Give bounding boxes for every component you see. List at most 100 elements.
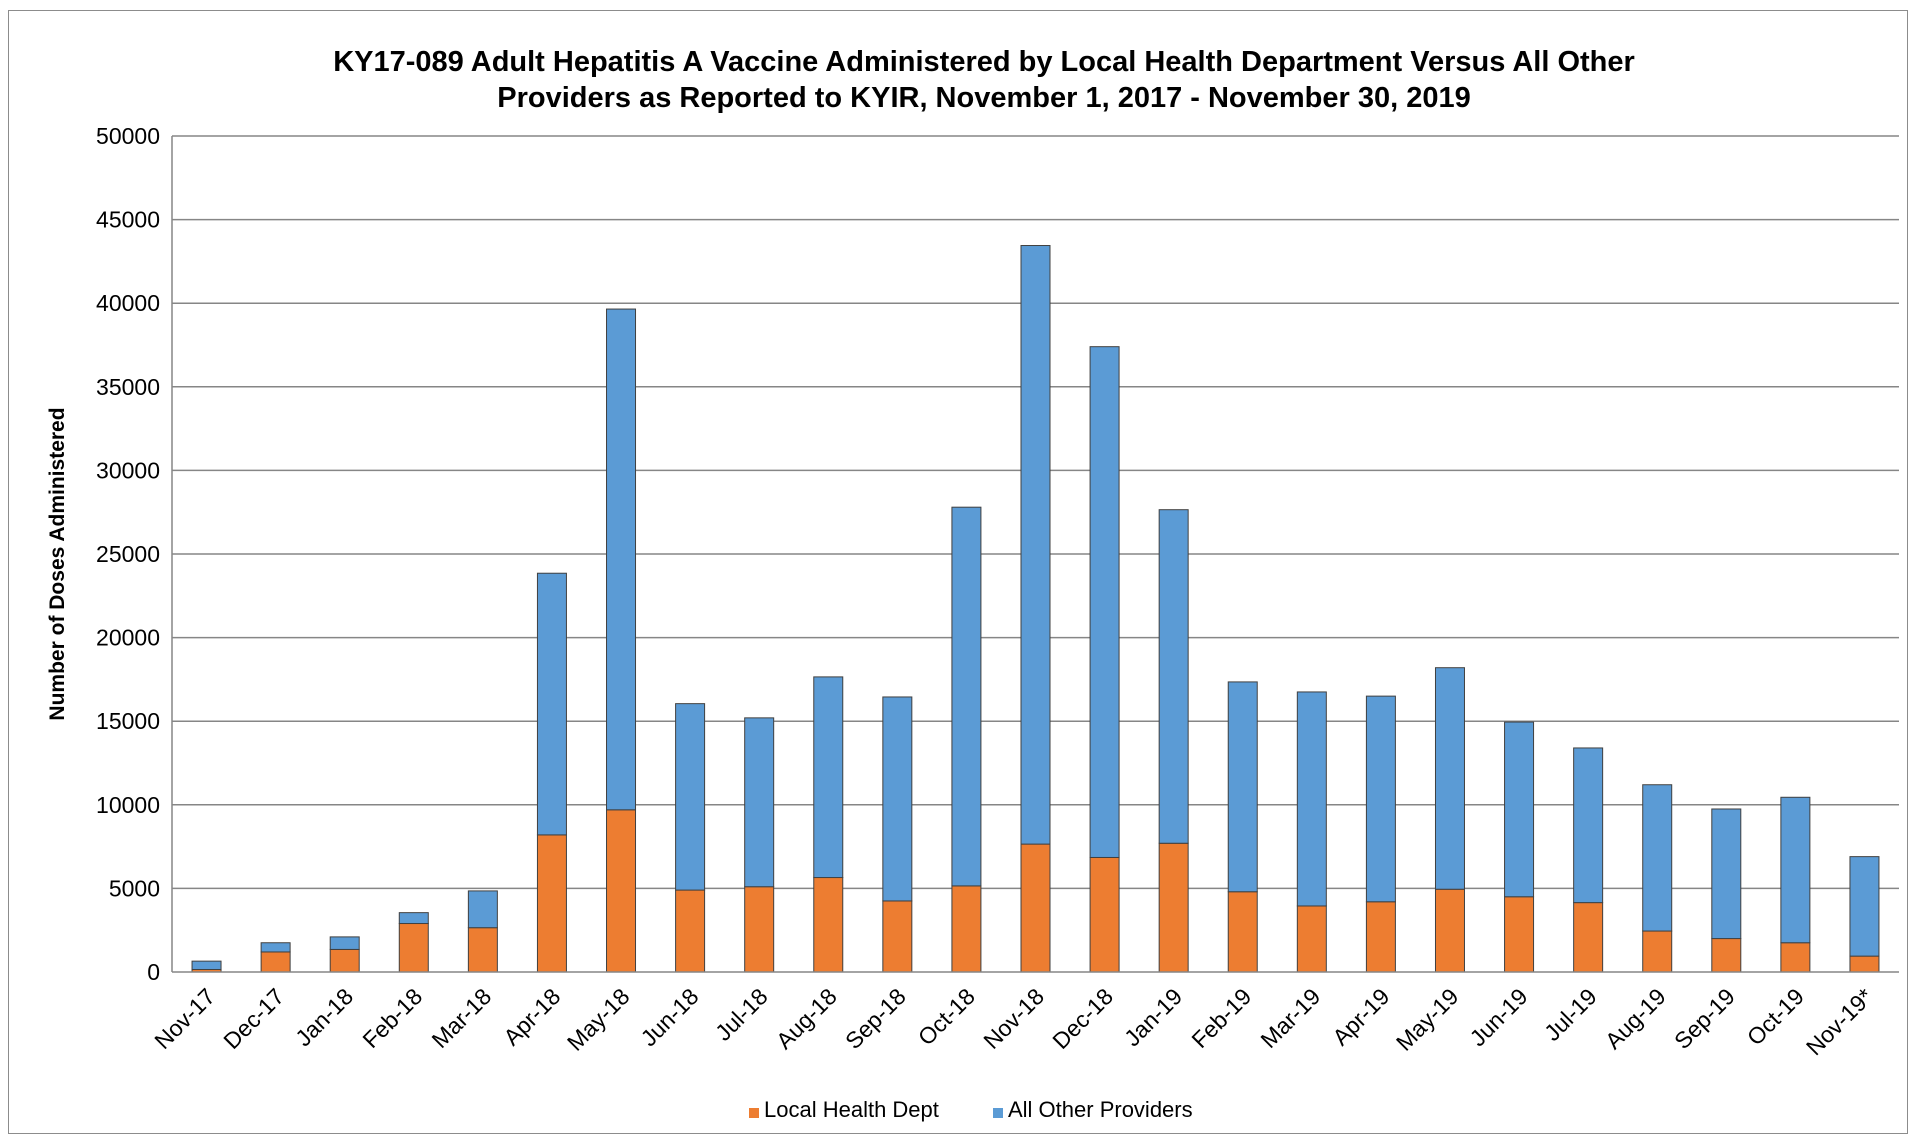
bar-all-other-providers [1573, 747, 1604, 904]
bar-local-health-dept [1573, 902, 1604, 973]
bar-all-other-providers [882, 696, 913, 902]
y-tick-label: 40000 [96, 290, 160, 316]
chart-svg: KY17-089 Adult Hepatitis A Vaccine Admin… [46, 46, 1899, 1122]
x-tick-label: Jan-18 [290, 983, 358, 1051]
x-tick-label: Nov-17 [149, 983, 220, 1054]
bar-local-health-dept [1296, 905, 1327, 973]
bar-all-other-providers [329, 936, 360, 950]
bar-local-health-dept [467, 927, 498, 973]
bar-local-health-dept [744, 886, 775, 973]
bar-all-other-providers [1089, 346, 1120, 858]
bar-all-other-providers [1158, 509, 1189, 844]
bar-local-health-dept [951, 885, 982, 973]
bar-local-health-dept [1158, 842, 1189, 973]
x-tick-label: Mar-18 [426, 983, 496, 1053]
bar-all-other-providers [1227, 681, 1258, 893]
bar-local-health-dept [1780, 942, 1811, 973]
bar-local-health-dept [329, 948, 360, 973]
bar-local-health-dept [1020, 843, 1051, 973]
bar-local-health-dept [1504, 896, 1535, 973]
chart-title-line-2: Providers as Reported to KYIR, November … [497, 82, 1471, 114]
x-tick-label: Nov-19* [1801, 983, 1878, 1060]
bar-all-other-providers [1365, 695, 1396, 903]
bar-local-health-dept [1711, 938, 1742, 973]
bar-all-other-providers [1642, 784, 1673, 932]
x-tick-label: Oct-18 [913, 983, 980, 1050]
bar-local-health-dept [536, 834, 567, 973]
bars [191, 245, 1880, 973]
y-tick-label: 15000 [96, 708, 160, 734]
bar-all-other-providers [1434, 667, 1465, 890]
y-tick-label: 30000 [96, 457, 160, 483]
bar-all-other-providers [1711, 808, 1742, 940]
y-axis-ticks: 0 5000 10000 15000 20000 25000 30000 35000 40000… [96, 123, 160, 985]
legend: Local Health Dept All Other Providers [749, 1097, 1193, 1122]
legend-label: Local Health Dept [764, 1097, 939, 1122]
x-tick-label: Apr-18 [498, 983, 565, 1050]
bar-local-health-dept [813, 877, 844, 973]
y-tick-label: 25000 [96, 541, 160, 567]
x-tick-label: Apr-19 [1327, 983, 1394, 1050]
y-tick-label: 45000 [96, 207, 160, 233]
chart-title: KY17-089 Adult Hepatitis A Vaccine Admin… [333, 46, 1635, 114]
bar-local-health-dept [675, 889, 706, 973]
bar-all-other-providers [398, 912, 429, 925]
x-tick-label: Jul-19 [1539, 983, 1602, 1046]
x-tick-label: Dec-17 [218, 983, 289, 1054]
legend-label: All Other Providers [1008, 1097, 1193, 1122]
x-tick-label: Aug-18 [771, 983, 842, 1054]
x-tick-label: Dec-18 [1047, 983, 1118, 1054]
x-tick-label: May-19 [1391, 983, 1464, 1056]
bar-all-other-providers [1296, 691, 1327, 907]
bar-local-health-dept [1849, 955, 1880, 973]
bar-all-other-providers [1504, 721, 1535, 898]
bar-all-other-providers [1849, 856, 1880, 957]
x-tick-label: Oct-19 [1742, 983, 1809, 1050]
axes [171, 136, 1899, 973]
bar-all-other-providers [606, 308, 637, 811]
y-tick-label: 0 [147, 959, 160, 985]
legend-swatch [749, 1108, 759, 1118]
chart-frame: KY17-089 Adult Hepatitis A Vaccine Admin… [8, 10, 1908, 1134]
x-tick-label: Mar-19 [1255, 983, 1325, 1053]
bar-local-health-dept [1089, 856, 1120, 973]
x-tick-label: Feb-19 [1186, 983, 1256, 1053]
x-tick-label: May-18 [562, 983, 635, 1056]
bar-local-health-dept [1434, 888, 1465, 973]
y-axis-label: Number of Doses Administered [46, 407, 69, 720]
y-tick-label: 10000 [96, 792, 160, 818]
x-tick-label: Feb-18 [357, 983, 427, 1053]
bar-all-other-providers [951, 506, 982, 887]
bar-local-health-dept [398, 923, 429, 973]
bar-all-other-providers [813, 676, 844, 879]
bar-all-other-providers [675, 703, 706, 891]
bar-all-other-providers [467, 890, 498, 929]
bar-all-other-providers [744, 717, 775, 888]
x-tick-label: Jan-19 [1119, 983, 1187, 1051]
bar-all-other-providers [1020, 245, 1051, 845]
chart-title-line-1: KY17-089 Adult Hepatitis A Vaccine Admin… [333, 46, 1635, 78]
bar-all-other-providers [191, 960, 222, 970]
y-tick-label: 20000 [96, 625, 160, 651]
bar-local-health-dept [606, 809, 637, 973]
x-tick-label: Sep-19 [1669, 983, 1740, 1054]
bar-local-health-dept [882, 900, 913, 973]
x-tick-label: Jun-18 [636, 983, 704, 1051]
y-tick-label: 5000 [109, 875, 160, 901]
bar-local-health-dept [1642, 930, 1673, 973]
x-tick-label: Jul-18 [710, 983, 773, 1046]
bar-all-other-providers [260, 942, 291, 953]
bar-all-other-providers [536, 572, 567, 836]
x-tick-label: Nov-18 [978, 983, 1049, 1054]
bar-local-health-dept [1365, 901, 1396, 973]
legend-swatch [993, 1108, 1003, 1118]
x-tick-label: Sep-18 [840, 983, 911, 1054]
x-tick-label: Aug-19 [1600, 983, 1671, 1054]
bar-local-health-dept [1227, 891, 1258, 973]
bar-all-other-providers [1780, 796, 1811, 944]
y-tick-label: 50000 [96, 123, 160, 149]
bar-local-health-dept [260, 951, 291, 973]
y-tick-label: 35000 [96, 374, 160, 400]
x-tick-label: Jun-19 [1464, 983, 1532, 1051]
